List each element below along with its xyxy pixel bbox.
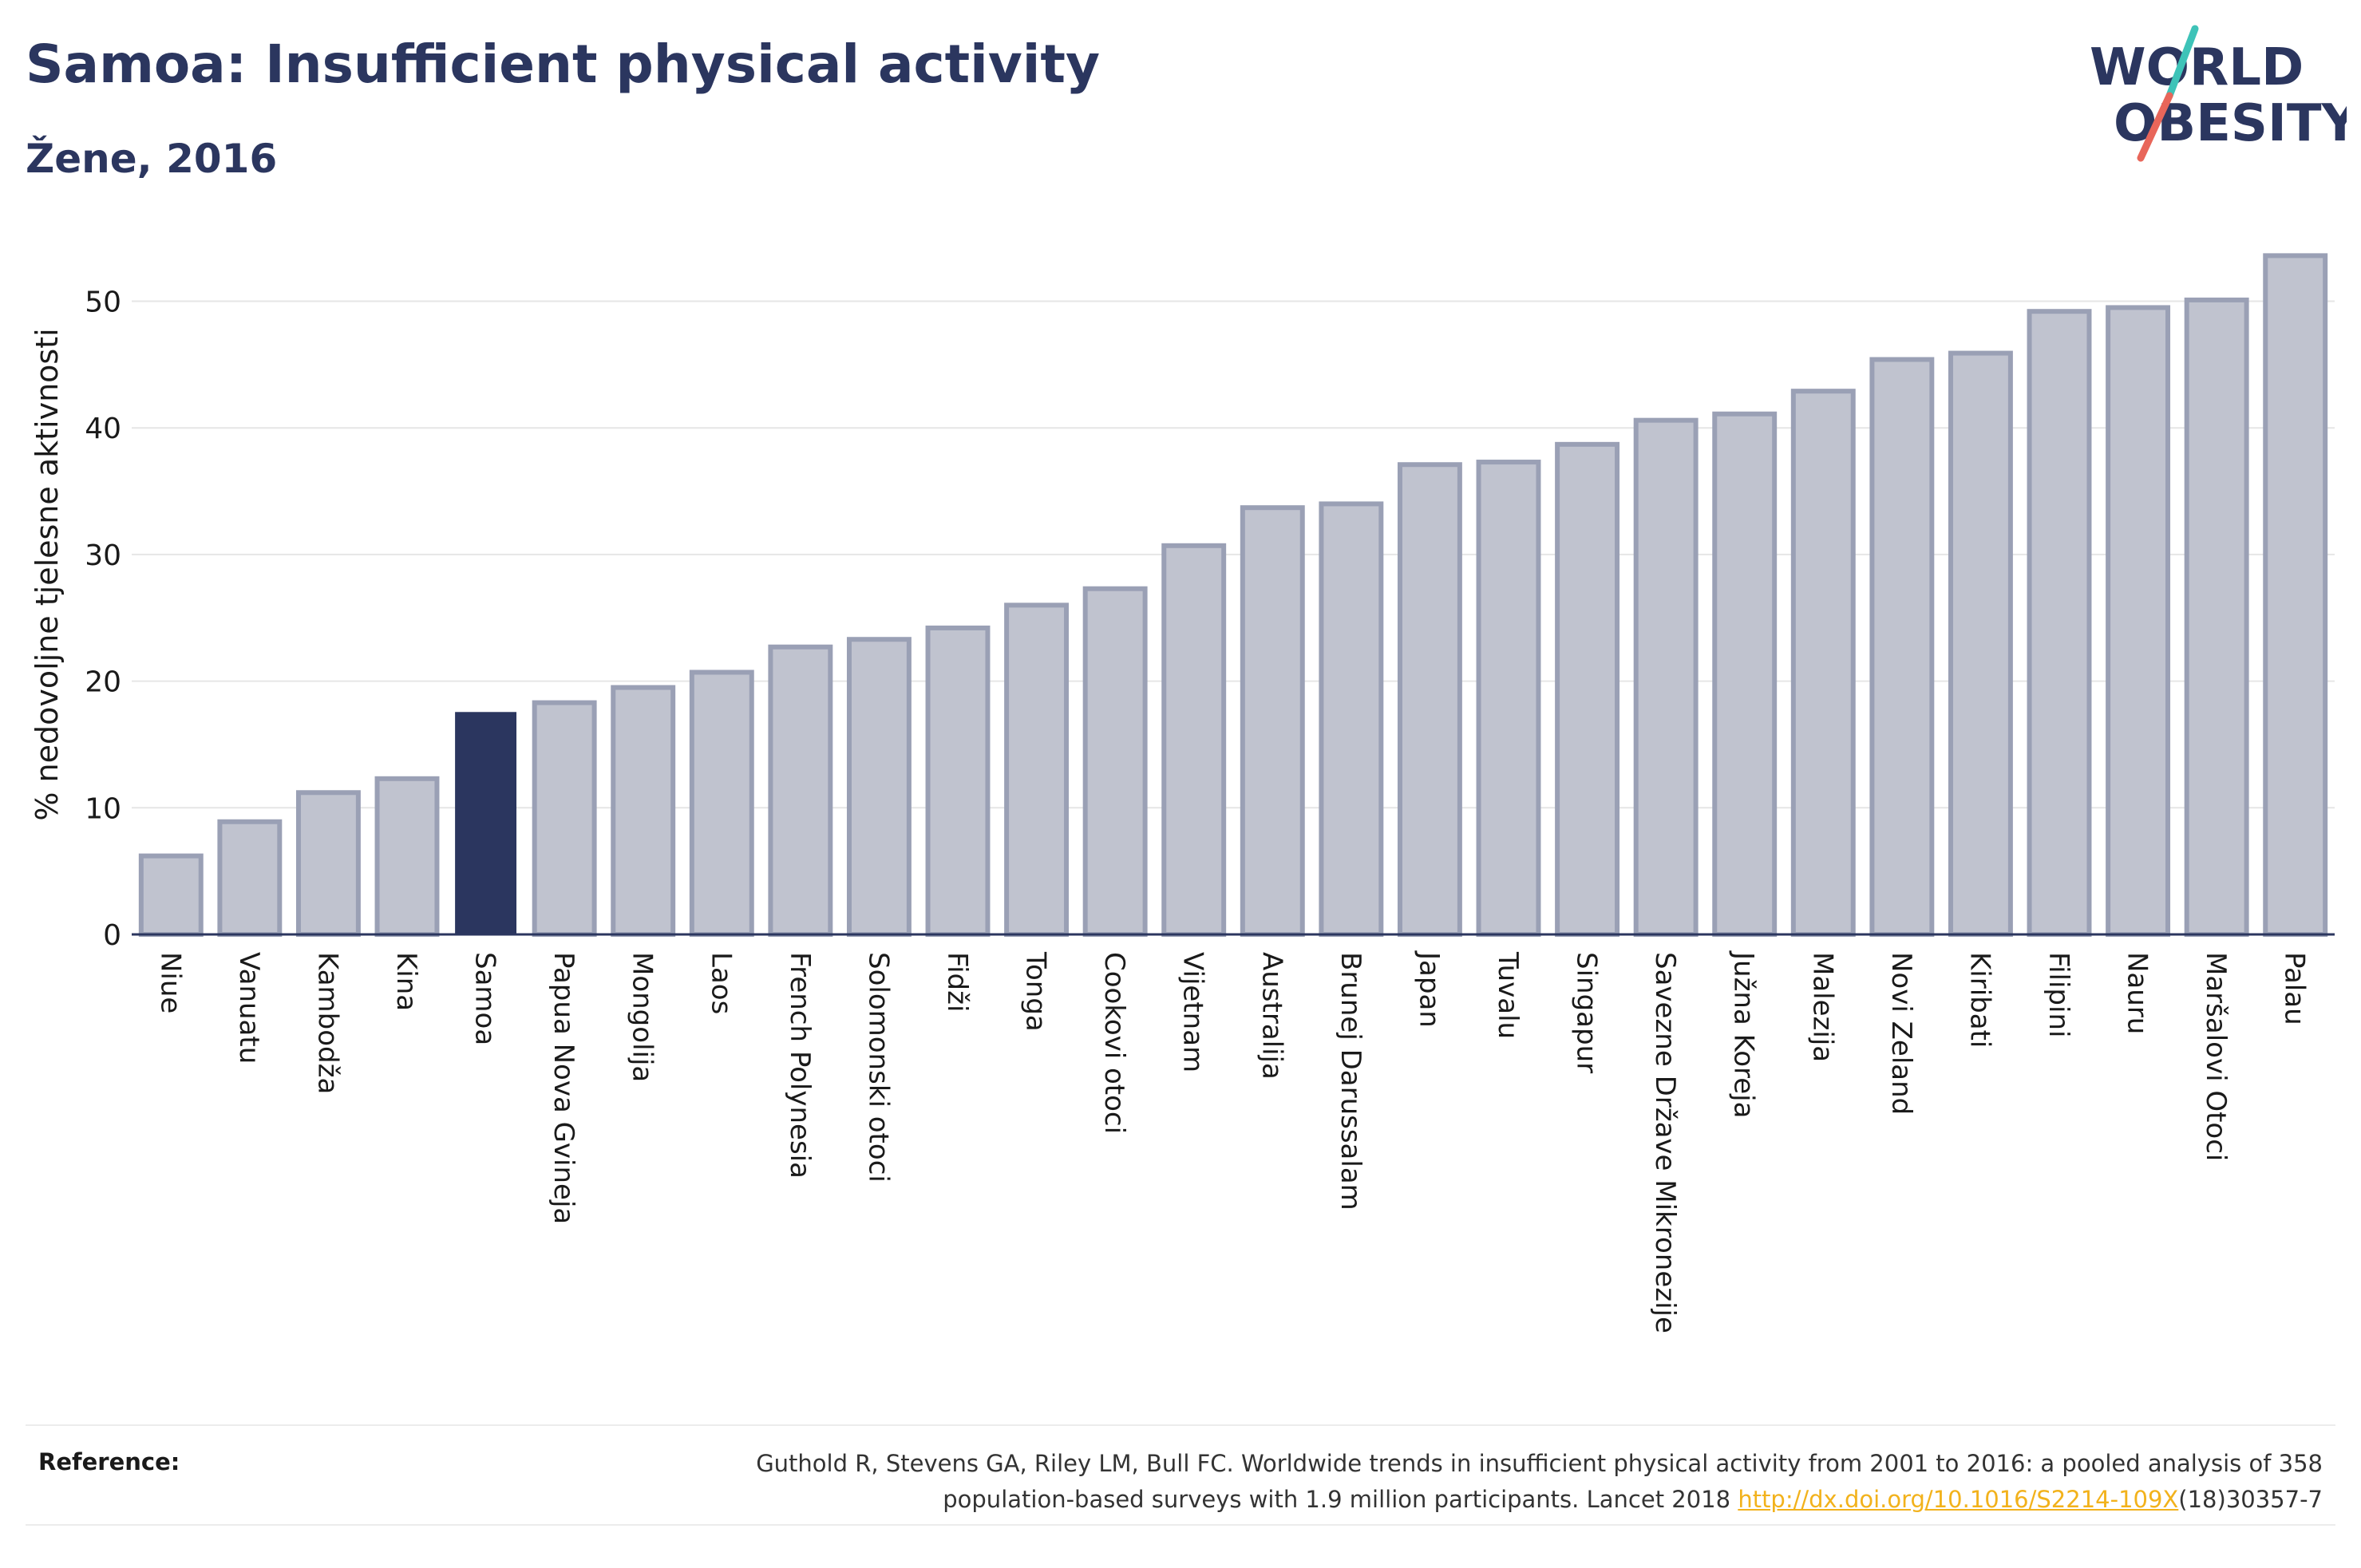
reference-divider-bottom (26, 1524, 2335, 1526)
reference-divider-top (26, 1424, 2335, 1426)
logo-text-obesity: OBESITY (2114, 94, 2347, 153)
bar-mongolija[interactable] (611, 685, 676, 937)
reference-label: Reference: (38, 1448, 180, 1475)
x-tick-label: Južna Koreja (1728, 950, 1760, 1118)
bar-palau[interactable] (2263, 253, 2328, 938)
bar-brunej-darussalam[interactable] (1319, 501, 1384, 937)
logo-slash-teal (2165, 25, 2199, 100)
x-tick-label: Tuvalu (1492, 951, 1524, 1039)
x-tick-label: Fidži (941, 952, 973, 1012)
world-obesity-logo: WORLD OBESITY (2090, 25, 2347, 162)
bar-cookovi-otoci[interactable] (1082, 586, 1148, 938)
bar-chart: 0 10 20 30 40 50 Niue Vanuatu Kambodža Kina Samoa… (30, 253, 2335, 1333)
x-tick-label: Japan (1413, 950, 1445, 1028)
bar-novi-zeland[interactable] (1869, 357, 1935, 937)
x-tick-label: Novi Zeland (1885, 952, 1917, 1115)
y-tick-label: 20 (85, 666, 121, 699)
x-tick-label: Kina (390, 952, 422, 1011)
y-tick-label: 40 (85, 413, 121, 445)
logo-slash-coral (2137, 92, 2173, 162)
bar-kina[interactable] (374, 776, 440, 938)
bar-tonga[interactable] (1004, 602, 1070, 937)
y-axis-title: % nedovoljne tjelesne aktivnosti (30, 328, 65, 820)
reference-line-2: population-based surveys with 1.9 millio… (943, 1486, 1738, 1513)
x-tick-label: Mongolija (627, 952, 658, 1082)
x-tick-label: Vijetnam (1177, 952, 1209, 1072)
chart-title: Samoa: Insufficient physical activity (26, 34, 1101, 95)
logo-text-world: WORLD (2090, 38, 2304, 97)
bar-kiribati[interactable] (1948, 350, 2013, 937)
y-tick-label: 0 (103, 919, 121, 952)
reference-doi-link[interactable]: http://dx.doi.org/10.1016/S2214-109X (1738, 1486, 2179, 1513)
x-tick-label: Tonga (1020, 951, 1052, 1032)
x-tick-label: Maršalovi Otoci (2200, 952, 2232, 1161)
y-tick-label: 10 (85, 792, 121, 825)
bar-savezne-dr-ave-mikronezije[interactable] (1633, 417, 1699, 937)
bars (138, 253, 2328, 938)
bar-mar-alovi-otoci[interactable] (2184, 297, 2249, 937)
bar-fid-i[interactable] (925, 625, 991, 937)
x-tick-label: Singapur (1571, 952, 1603, 1073)
bar-malezija[interactable] (1790, 389, 1856, 937)
x-tick-label: Solomonski otoci (862, 952, 894, 1183)
x-tick-label: Niue (154, 952, 186, 1013)
bar-solomonski-otoci[interactable] (846, 637, 912, 937)
bar-australija[interactable] (1240, 505, 1305, 937)
x-tick-label: French Polynesia (784, 952, 816, 1179)
bar-ju-na-koreja[interactable] (1712, 411, 1778, 937)
x-tick-label: Vanuatu (233, 952, 265, 1064)
x-tick-label: Nauru (2122, 952, 2153, 1034)
reference-line-1: Guthold R, Stevens GA, Riley LM, Bull FC… (756, 1450, 2323, 1477)
bar-kambod-a[interactable] (295, 790, 361, 937)
x-tick-label: Samoa (469, 952, 501, 1045)
bar-singapur[interactable] (1555, 441, 1620, 937)
x-tick-label: Cookovi otoci (1098, 952, 1130, 1134)
bar-filipini[interactable] (2027, 309, 2092, 938)
bar-tuvalu[interactable] (1476, 460, 1541, 937)
x-tick-label: Australija (1256, 952, 1287, 1080)
x-tick-label: Laos (705, 952, 737, 1014)
x-tick-label: Kambodža (311, 952, 343, 1094)
bar-vanuatu[interactable] (217, 819, 283, 937)
x-tick-label: Brunej Darussalam (1335, 952, 1366, 1211)
bar-japan[interactable] (1397, 462, 1462, 937)
x-tick-label: Filipini (2043, 952, 2074, 1037)
bar-niue[interactable] (138, 853, 204, 937)
bar-nauru[interactable] (2106, 305, 2171, 937)
x-tick-label: Papua Nova Gvineja (548, 952, 579, 1224)
x-axis-labels: Niue Vanuatu Kambodža Kina Samoa Papua Nova G… (154, 950, 2310, 1333)
y-axis-ticks: 0 10 20 30 40 50 (85, 286, 121, 953)
bar-samoa[interactable] (455, 712, 517, 936)
reference-text: Guthold R, Stevens GA, Riley LM, Bull FC… (487, 1446, 2323, 1518)
bar-papua-nova-gvineja[interactable] (532, 700, 597, 937)
bar-laos[interactable] (689, 669, 754, 938)
bar-vijetnam[interactable] (1161, 543, 1227, 938)
bar-french-polynesia[interactable] (768, 644, 833, 937)
chart-subtitle: Žene, 2016 (26, 136, 278, 182)
y-tick-label: 50 (85, 286, 121, 319)
x-tick-label: Palau (2279, 952, 2311, 1025)
x-tick-label: Kiribati (1964, 952, 1995, 1048)
x-tick-label: Malezija (1806, 952, 1838, 1062)
reference-line-2-suffix: (18)30357-7 (2178, 1486, 2323, 1513)
x-tick-label: Savezne Države Mikronezije (1649, 952, 1681, 1333)
y-tick-label: 30 (85, 539, 121, 572)
